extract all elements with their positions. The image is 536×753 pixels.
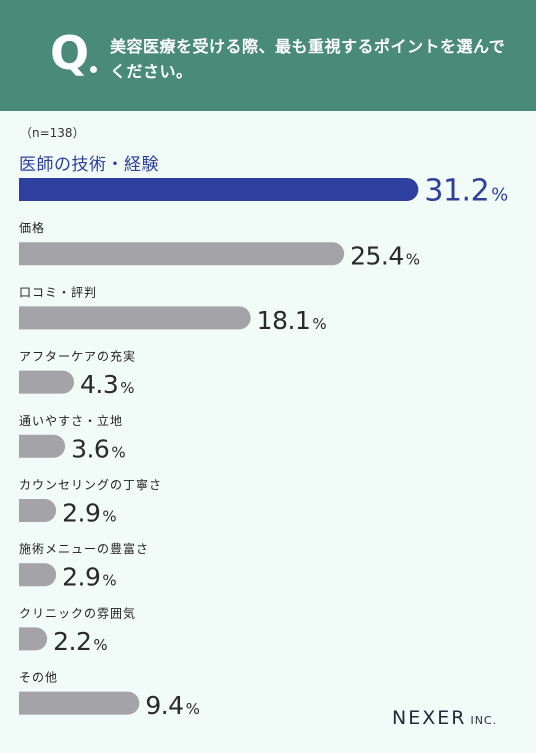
bar (19, 563, 57, 587)
category-label: 価格 (19, 220, 45, 235)
value-number: 2.9 (62, 563, 100, 592)
category-label: 通いやすさ・立地 (19, 413, 123, 428)
brand-suffix: INC. (470, 714, 498, 727)
value-number: 3.6 (71, 434, 109, 463)
bar (19, 627, 48, 651)
q-mark: Q (50, 26, 90, 80)
value-number: 18.1 (257, 306, 311, 335)
value-unit: % (102, 508, 116, 526)
category-label: 医師の技術・経験 (19, 155, 159, 175)
value-unit: % (491, 185, 508, 206)
q-dot (90, 66, 97, 73)
brand-logo: NEXER INC. (392, 707, 497, 729)
value-label: 4.3% (80, 370, 134, 399)
value-unit: % (312, 315, 326, 333)
category-label: 口コミ・評判 (19, 284, 97, 299)
category-label: 施術メニューの豊富さ (19, 541, 149, 556)
value-unit: % (186, 700, 200, 718)
value-number: 2.9 (62, 499, 100, 528)
value-unit: % (406, 251, 420, 269)
category-label: アフターケアの充実 (19, 349, 136, 364)
category-label: その他 (19, 671, 58, 685)
value-label: 31.2% (424, 174, 508, 209)
question-text: 美容医療を受ける際、最も重視するポイントを選んでください。 (110, 37, 506, 81)
value-number: 9.4 (145, 691, 183, 720)
bar (19, 178, 419, 202)
value-unit: % (120, 379, 134, 397)
value-unit: % (102, 572, 116, 590)
category-label: カウンセリングの丁寧さ (19, 477, 162, 492)
bar (19, 434, 66, 458)
bar (19, 370, 75, 394)
value-unit: % (93, 636, 107, 654)
bar (19, 306, 251, 330)
value-label: 2.2% (53, 627, 107, 656)
value-number: 2.2 (53, 627, 91, 656)
bar (19, 242, 345, 266)
value-number: 4.3 (80, 370, 118, 399)
sample-size-label: （n=138） (20, 126, 85, 140)
bar (19, 499, 57, 522)
bar (19, 691, 140, 715)
value-label: 2.9% (62, 499, 116, 528)
value-label: 3.6% (71, 434, 125, 463)
value-label: 9.4% (145, 691, 199, 720)
value-label: 25.4% (350, 242, 420, 271)
value-number: 25.4 (350, 242, 404, 271)
category-label: クリニックの雰囲気 (19, 605, 136, 620)
value-label: 18.1% (257, 306, 327, 335)
brand-name: NEXER (392, 707, 467, 729)
question-header: Q 美容医療を受ける際、最も重視するポイントを選んでください。 (0, 0, 536, 111)
value-number: 31.2 (424, 174, 489, 209)
value-unit: % (111, 443, 125, 461)
value-label: 2.9% (62, 563, 116, 592)
